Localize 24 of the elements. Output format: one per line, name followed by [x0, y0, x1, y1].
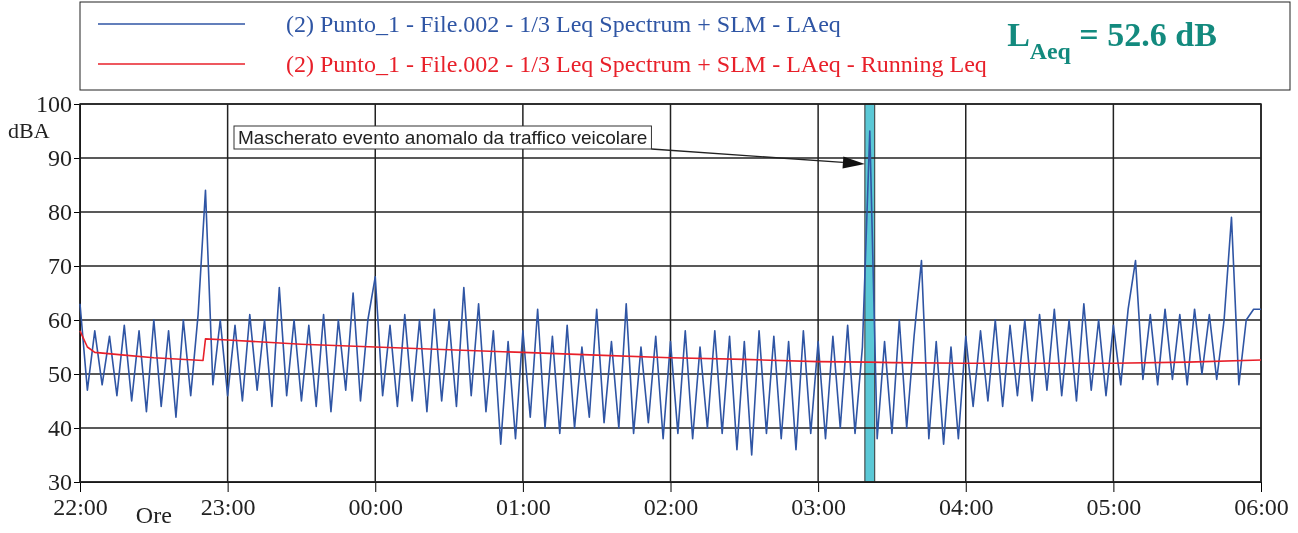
- y-tick-label: 90: [48, 145, 72, 172]
- annotation: Mascherato evento anomalo da traffico veicolare: [238, 127, 648, 148]
- y-tick-label: 100: [36, 91, 72, 118]
- line-series: [79, 130, 1262, 456]
- text: (2) Punto_1 - File.002 - 1/3 Leq Spectrum + SLM - LAeq - Running Leq: [286, 51, 987, 77]
- y-axis-title: dBA: [8, 118, 50, 143]
- x-tick-label: 01:00: [496, 494, 551, 521]
- y-tick-label: 80: [48, 199, 72, 226]
- text: (2) Punto_1 - File.002 - 1/3 Leq Spectrum + SLM - LAeq: [286, 11, 841, 37]
- x-tick-label: 22:00: [53, 494, 108, 521]
- y-tick-label: 60: [48, 307, 72, 334]
- x-tick-label: 04:00: [938, 494, 994, 521]
- x-tick-label: 03:00: [791, 494, 846, 521]
- x-tick-label: 06:00: [1234, 494, 1289, 521]
- text: L$_{Aeq}$ = 52.6 dB: [1007, 16, 1217, 64]
- x-tick-label: 00:00: [348, 494, 404, 521]
- x-tick-label: 05:00: [1086, 494, 1142, 521]
- x-axis-title: Ore: [135, 502, 172, 528]
- y-tick-label: 40: [48, 415, 72, 442]
- x-tick-label: 02:00: [643, 494, 699, 521]
- y-tick-label: 70: [48, 253, 72, 280]
- y-tick-label: 30: [48, 469, 72, 496]
- y-tick-label: 50: [48, 361, 72, 388]
- x-tick-label: 23:00: [200, 494, 256, 521]
